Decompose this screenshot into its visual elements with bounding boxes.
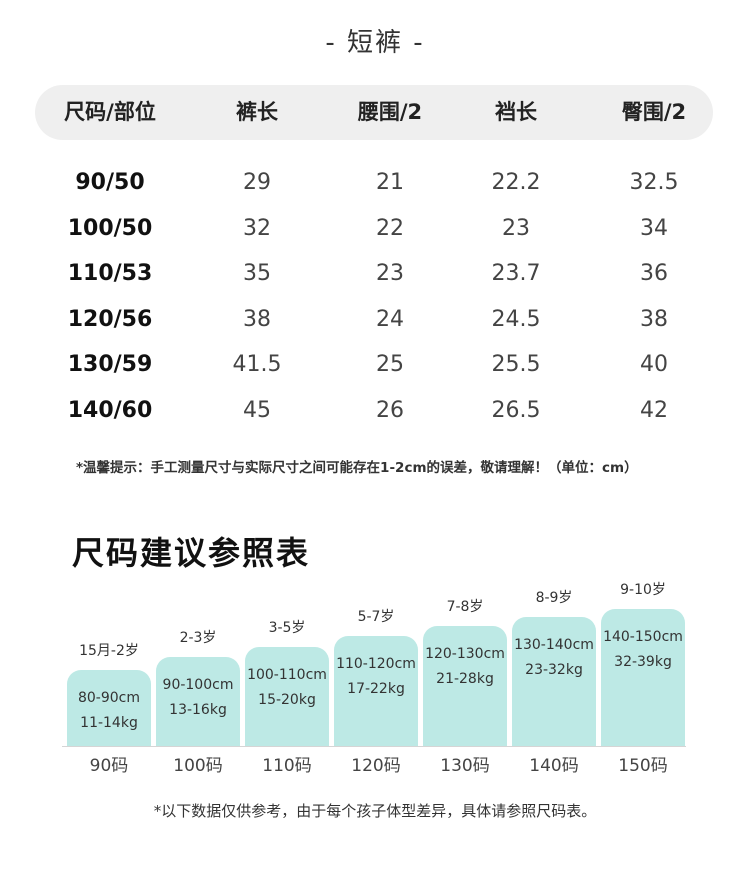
age-label: 5-7岁 [357, 609, 395, 625]
table-row: 90/50 29 21 22.2 32.5 [0, 160, 750, 206]
size-bar: 110-120cm 17-22kg [334, 636, 418, 746]
height-range: 140-150cm [603, 629, 683, 645]
table-row: 100/50 32 22 23 34 [0, 206, 750, 252]
size-bar: 80-90cm 11-14kg [67, 670, 151, 746]
cell-rise: 25.5 [491, 352, 541, 377]
cell-size: 130/59 [67, 352, 153, 377]
cell-rise: 23 [502, 215, 530, 241]
size-column: 9-10岁 140-150cm 32-39kg [601, 579, 685, 746]
weight-range: 21-28kg [436, 671, 494, 687]
header-length: 裤长 [236, 100, 278, 124]
cell-rise: 24.5 [491, 306, 541, 332]
cell-hip: 34 [640, 215, 668, 241]
age-label: 7-8岁 [446, 599, 484, 615]
size-code: 110码 [262, 756, 312, 776]
cell-length: 41.5 [232, 352, 282, 377]
size-bar: 120-130cm 21-28kg [423, 626, 507, 746]
height-range: 130-140cm [514, 637, 594, 653]
cell-hip: 36 [640, 261, 668, 286]
weight-range: 11-14kg [80, 715, 138, 731]
size-column: 3-5岁 100-110cm 15-20kg [245, 617, 329, 746]
size-bar: 90-100cm 13-16kg [156, 657, 240, 746]
size-column: 2-3岁 90-100cm 13-16kg [156, 627, 240, 746]
size-guide-title: 尺码建议参照表 [72, 534, 311, 572]
size-code: 100码 [173, 756, 223, 776]
cell-size: 120/56 [67, 306, 153, 332]
age-label: 2-3岁 [179, 630, 217, 646]
size-guide-footnote: *以下数据仅供参考，由于每个孩子体型差异，具体请参照尺码表。 [153, 802, 597, 820]
cell-length: 35 [243, 261, 271, 286]
cell-size: 100/50 [67, 215, 153, 241]
age-label: 8-9岁 [535, 590, 573, 606]
weight-range: 15-20kg [258, 692, 316, 708]
table-header-bar [35, 85, 713, 140]
table-row: 120/56 38 24 24.5 38 [0, 297, 750, 343]
cell-waist: 25 [376, 352, 404, 377]
cell-waist: 23 [376, 261, 404, 286]
size-column: 15月-2岁 80-90cm 11-14kg [67, 640, 151, 746]
size-code: 130码 [440, 756, 490, 776]
weight-range: 17-22kg [347, 681, 405, 697]
weight-range: 23-32kg [525, 662, 583, 678]
table-row: 130/59 41.5 25 25.5 40 [0, 342, 750, 388]
height-range: 100-110cm [247, 667, 327, 683]
cell-length: 45 [243, 397, 271, 423]
size-guide-baseline [62, 746, 686, 747]
height-range: 90-100cm [162, 677, 234, 693]
cell-length: 38 [243, 306, 271, 332]
cell-rise: 23.7 [491, 261, 541, 286]
size-code: 120码 [351, 756, 401, 776]
height-range: 120-130cm [425, 646, 505, 662]
measurement-note: *温馨提示：手工测量尺寸与实际尺寸之间可能存在1-2cm的误差，敬请理解！（单位… [76, 460, 638, 476]
size-code: 90码 [89, 756, 129, 776]
cell-waist: 22 [376, 215, 404, 241]
age-label: 9-10岁 [620, 582, 666, 598]
header-waist: 腰围/2 [357, 100, 423, 124]
cell-size: 110/53 [67, 261, 153, 286]
age-label: 15月-2岁 [79, 643, 139, 659]
cell-hip: 38 [640, 306, 668, 332]
cell-waist: 26 [376, 397, 404, 423]
size-column: 7-8岁 120-130cm 21-28kg [423, 596, 507, 746]
page-title: - 短裤 - [325, 28, 425, 58]
table-row: 140/60 45 26 26.5 42 [0, 388, 750, 434]
cell-waist: 24 [376, 306, 404, 332]
height-range: 110-120cm [336, 656, 416, 672]
height-range: 80-90cm [77, 690, 140, 706]
cell-waist: 21 [376, 170, 404, 195]
cell-size: 140/60 [67, 397, 153, 423]
cell-length: 29 [243, 170, 271, 195]
header-size: 尺码/部位 [64, 100, 156, 124]
cell-rise: 26.5 [491, 397, 541, 423]
header-rise: 裆长 [495, 100, 537, 124]
table-row: 110/53 35 23 23.7 36 [0, 251, 750, 297]
cell-rise: 22.2 [491, 170, 541, 195]
size-code: 140码 [529, 756, 579, 776]
cell-size: 90/50 [75, 170, 145, 195]
age-label: 3-5岁 [268, 620, 306, 636]
size-code: 150码 [618, 756, 668, 776]
cell-hip: 40 [640, 352, 668, 377]
size-bar: 140-150cm 32-39kg [601, 609, 685, 746]
size-column: 8-9岁 130-140cm 23-32kg [512, 587, 596, 746]
weight-range: 13-16kg [169, 702, 227, 718]
cell-length: 32 [243, 215, 271, 241]
cell-hip: 42 [640, 397, 668, 423]
size-column: 5-7岁 110-120cm 17-22kg [334, 606, 418, 746]
size-bar: 100-110cm 15-20kg [245, 647, 329, 746]
header-hip: 臀围/2 [621, 100, 687, 124]
weight-range: 32-39kg [614, 654, 672, 670]
cell-hip: 32.5 [629, 170, 679, 195]
size-bar: 130-140cm 23-32kg [512, 617, 596, 746]
